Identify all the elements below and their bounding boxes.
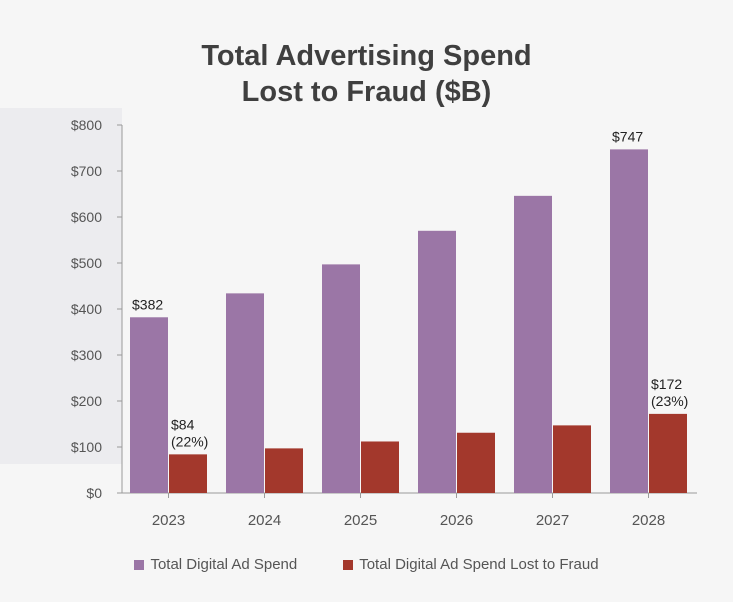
chart-title-line-2: Lost to Fraud ($B): [241, 76, 492, 108]
legend-label-total-spend: Total Digital Ad Spend: [150, 556, 298, 573]
x-tick-label: 2026: [440, 512, 473, 529]
x-tick-label: 2023: [152, 512, 185, 529]
axes-group: $0 $100 $200 $300 $400 $500 $600 $700 $800 2023 20…: [71, 117, 697, 529]
data-label: $382: [132, 296, 163, 312]
y-tick-label: $800: [71, 117, 102, 133]
data-label: $84: [171, 416, 195, 432]
x-tick-label: 2024: [248, 512, 281, 529]
chart-title: Total Advertising Spend Lost to Fraud ($…: [0, 38, 733, 110]
legend: Total Digital Ad Spend Total Digital Ad …: [0, 556, 733, 573]
legend-swatch-fraud: [343, 559, 354, 570]
y-tick-label: $100: [71, 439, 102, 455]
labels-group: $382 $84(22%) $747 $172(23%): [132, 128, 688, 449]
x-tick-label: 2027: [536, 512, 569, 529]
chart-title-line-1: Total Advertising Spend: [201, 40, 532, 72]
bar-fraud: [361, 441, 399, 493]
y-tick-label: $0: [86, 485, 102, 501]
legend-item-total-spend: Total Digital Ad Spend: [134, 556, 297, 573]
data-label: $747: [612, 128, 643, 144]
bar-total-spend: [610, 149, 648, 493]
bar-fraud: [553, 425, 591, 493]
bar-total-spend: [514, 195, 552, 493]
x-tick-label: 2025: [344, 512, 377, 529]
y-tick-label: $300: [71, 347, 102, 363]
y-tick-label: $500: [71, 255, 102, 271]
data-label: $172: [651, 376, 682, 392]
plot-background-panel: [0, 108, 122, 464]
bars-group: [130, 149, 687, 494]
bar-total-spend: [130, 317, 168, 493]
data-label: (22%): [171, 433, 208, 449]
y-tick-label: $600: [71, 209, 102, 225]
data-label: (23%): [651, 393, 688, 409]
bar-fraud: [649, 413, 687, 493]
bar-fraud: [457, 432, 495, 493]
legend-swatch-total-spend: [134, 559, 145, 570]
y-tick-label: $700: [71, 163, 102, 179]
legend-item-fraud: Total Digital Ad Spend Lost to Fraud: [343, 556, 599, 573]
bar-total-spend: [418, 230, 456, 494]
bar-total-spend: [226, 293, 264, 493]
bar-total-spend: [322, 264, 360, 493]
y-tick-label: $400: [71, 301, 102, 317]
bar-fraud: [169, 454, 207, 493]
x-tick-label: 2028: [632, 512, 665, 529]
legend-label-fraud: Total Digital Ad Spend Lost to Fraud: [359, 556, 599, 573]
y-tick-label: $200: [71, 393, 102, 409]
bar-fraud: [265, 448, 303, 493]
